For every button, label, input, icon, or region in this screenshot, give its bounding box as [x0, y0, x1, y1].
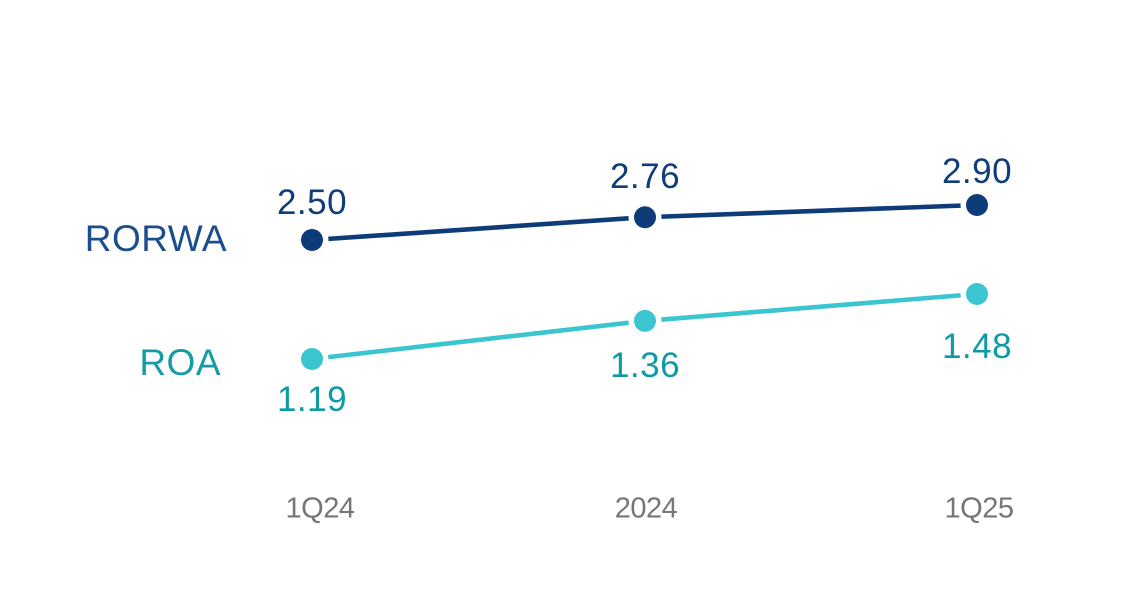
- series-label-rorwa: RORWA: [84, 218, 227, 259]
- data-point-roa-1q24: [301, 348, 323, 370]
- data-label-rorwa-1q25: 2.90: [941, 152, 1013, 191]
- series-label-roa: ROA: [139, 342, 221, 383]
- data-label-rorwa-2024: 2.76: [609, 157, 681, 197]
- x-axis-label-1q24: 1Q24: [285, 492, 355, 525]
- data-label-roa-2024: 1.36: [609, 345, 681, 385]
- data-label-rorwa-1q24: 2.50: [276, 183, 348, 222]
- data-label-roa-1q24: 1.19: [276, 380, 348, 419]
- data-point-roa-1q25: [966, 283, 988, 305]
- x-axis-label-1q25: 1Q25: [944, 492, 1014, 525]
- x-axis-label-2024: 2024: [614, 492, 678, 525]
- data-point-rorwa-1q25: [966, 194, 988, 216]
- data-point-roa-2024: [634, 309, 656, 332]
- data-label-roa-1q25: 1.48: [941, 327, 1013, 366]
- data-point-rorwa-1q24: [301, 229, 323, 251]
- data-point-rorwa-2024: [634, 206, 656, 229]
